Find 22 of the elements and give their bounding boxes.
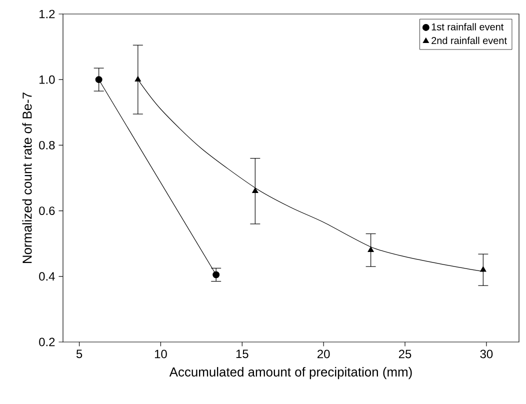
y-axis-title: Normalized count rate of Be-7 xyxy=(22,92,32,263)
y-tick-label: 0.4 xyxy=(39,272,55,281)
y-tick-label: 1.2 xyxy=(40,10,55,18)
y-tick-label: 0.6 xyxy=(39,206,55,216)
point xyxy=(134,76,141,82)
point xyxy=(252,188,258,194)
y-tick-label: 0.2 xyxy=(39,338,55,346)
x-tick-label: 15 xyxy=(236,350,248,358)
legend-label: 1st rainfall event xyxy=(432,23,504,30)
y-tick-label: 0.8 xyxy=(39,140,55,150)
x-tick-label: 10 xyxy=(154,350,167,358)
point xyxy=(95,76,102,84)
x-axis-title: Accumulated amount of precipitation (mm) xyxy=(169,367,412,380)
x-tick-label: 30 xyxy=(480,350,493,358)
legend-label: 2nd rainfall event xyxy=(432,36,507,44)
x-tick-label: 20 xyxy=(318,350,330,358)
point xyxy=(368,246,374,252)
point xyxy=(480,266,486,272)
x-tick-label: 25 xyxy=(398,350,412,358)
x-tick-label: 5 xyxy=(76,350,82,358)
point xyxy=(212,271,220,278)
y-tick-label: 1.0 xyxy=(40,75,55,84)
